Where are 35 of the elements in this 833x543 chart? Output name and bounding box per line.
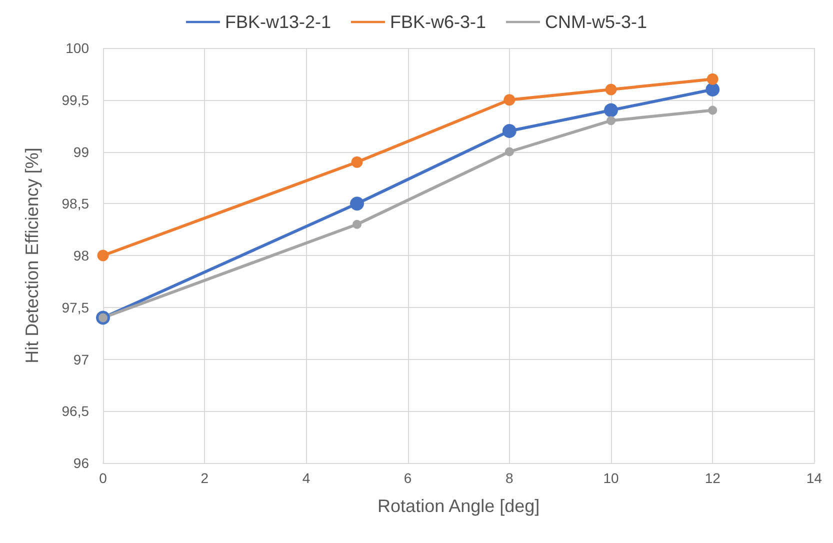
y-tick-label: 99 [73,144,90,160]
point [351,156,363,168]
point [604,103,618,118]
y-axis-title: Hit Detection Efficiency [%] [22,148,42,364]
point [352,220,362,229]
point [97,250,109,262]
y-tick-label: 100 [66,40,90,56]
y-tick-label: 99,5 [62,92,90,108]
x-tick-label: 8 [506,470,514,486]
y-tick-label: 97,5 [62,299,90,316]
x-tick-label: 6 [404,470,412,486]
legend-label: FBK-w6-3-1 [390,12,486,32]
y-tick-label: 96 [73,455,90,471]
x-tick-label: 10 [603,470,620,486]
point [606,116,616,126]
y-tick-label: 96,5 [62,403,90,420]
point [504,147,514,156]
y-tick-label: 97 [73,351,90,368]
point [706,82,720,96]
point [706,73,718,85]
y-tick-label: 98 [73,248,90,264]
x-tick-label: 0 [99,470,108,486]
x-tick-label: 2 [200,470,209,486]
x-tick-label: 4 [302,470,310,486]
point [605,84,617,96]
point [350,196,364,211]
x-axis-title: Rotation Angle [deg] [378,496,540,516]
x-tick-label: 12 [704,470,721,486]
y-tick-label: 98,5 [62,196,90,212]
legend-label: FBK-w13-2-1 [224,12,331,32]
x-tick-label: 14 [806,470,822,486]
point [504,94,516,106]
point [708,106,718,115]
point [502,124,516,138]
legend-label: CNM-w5-3-1 [545,12,648,32]
